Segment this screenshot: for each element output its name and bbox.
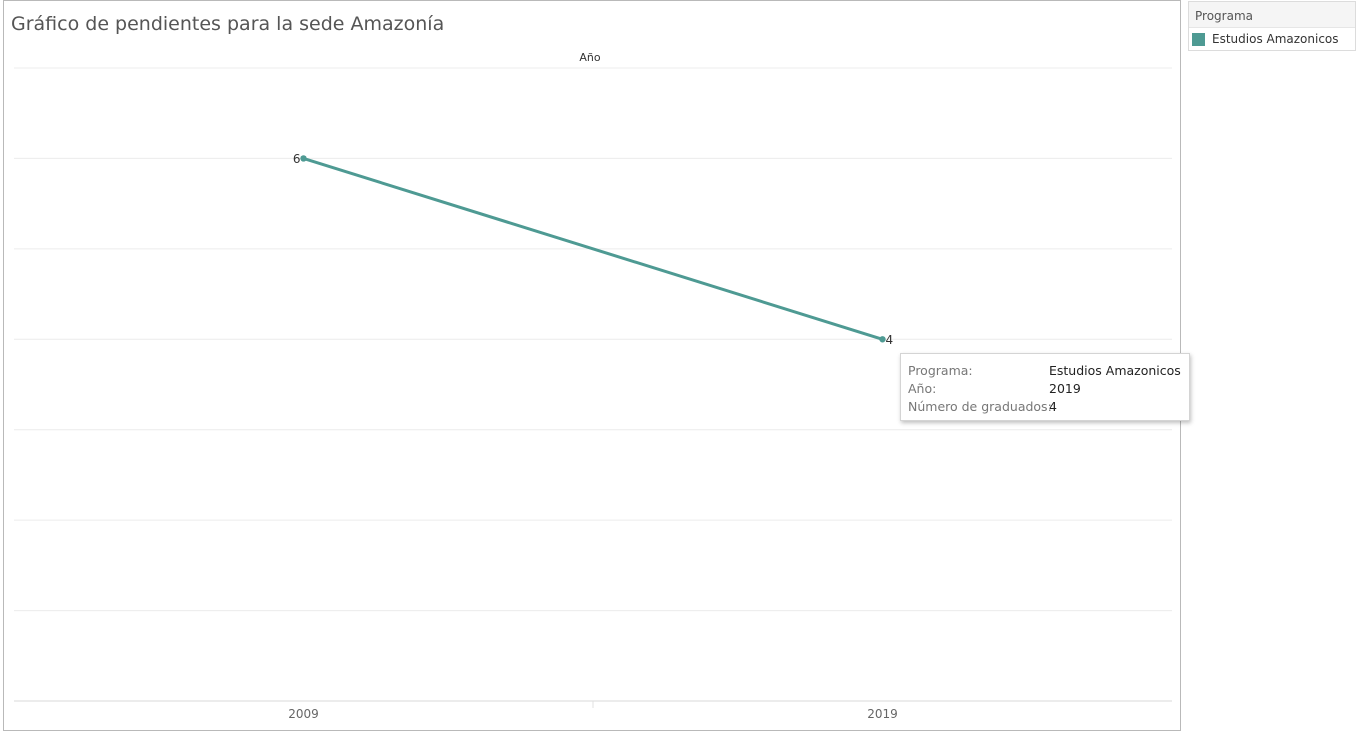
legend-swatch [1192, 32, 1205, 46]
data-point[interactable] [879, 336, 886, 343]
column-header-label: Año [579, 51, 601, 64]
legend-item-estudios-amazonicos[interactable]: Estudios Amazonicos [1189, 28, 1355, 50]
legend: Programa Estudios Amazonicos [1188, 1, 1356, 51]
tooltip-value: Estudios Amazonicos [1049, 363, 1181, 378]
tooltip-value: 2019 [1049, 381, 1081, 396]
data-label: 4 [886, 333, 894, 347]
chart-title: Gráfico de pendientes para la sede Amazo… [11, 13, 445, 35]
tooltip-key: Número de graduados: [908, 399, 1052, 414]
data-label: 6 [293, 152, 301, 166]
label-layer: 2009 2019 6 4 [288, 152, 898, 721]
data-point[interactable] [300, 155, 307, 162]
slope-chart: 2009 2019 6 4 [14, 67, 1172, 721]
tooltip-key: Año: [908, 381, 937, 396]
tooltip-value: 4 [1049, 399, 1057, 414]
series-line[interactable] [303, 156, 883, 341]
tooltip: Programa: Estudios Amazonicos Año: 2019 … [900, 353, 1190, 421]
legend-item-label: Estudios Amazonicos [1212, 32, 1339, 46]
series-layer [300, 155, 886, 343]
legend-title: Programa [1189, 2, 1355, 28]
x-tick-label: 2009 [288, 707, 319, 721]
tooltip-key: Programa: [908, 363, 973, 378]
x-tick-label: 2019 [867, 707, 898, 721]
